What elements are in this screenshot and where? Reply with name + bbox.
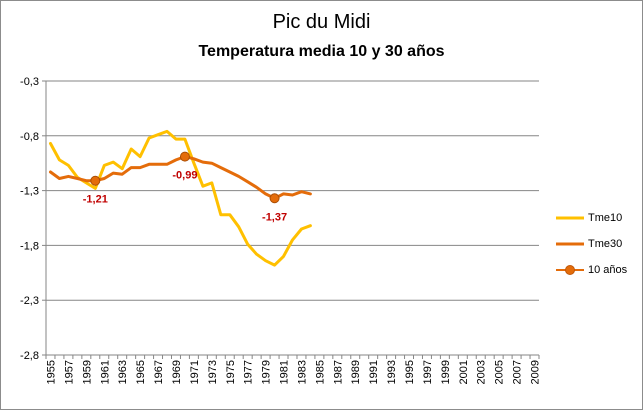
x-tick-label: 1991 — [368, 360, 380, 384]
y-tick-label: -0,8 — [20, 131, 39, 143]
x-tick-label: 1995 — [404, 360, 416, 384]
x-tick-label: 1977 — [243, 360, 255, 384]
chart-title: Pic du Midi — [272, 11, 371, 33]
x-tick-label: 2001 — [458, 360, 470, 384]
data-label-10-anos: -0,99 — [172, 170, 197, 182]
legend-label-tme30: Tme30 — [588, 238, 623, 250]
chart-subtitle: Temperatura media 10 y 30 años — [198, 43, 445, 60]
x-tick-label: 1979 — [261, 360, 273, 384]
y-tick-label: -2,8 — [20, 350, 39, 362]
x-tick-label: 1999 — [440, 360, 452, 384]
x-tick-label: 1983 — [296, 360, 308, 384]
x-tick-label: 2003 — [476, 360, 488, 384]
x-tick-label: 1963 — [117, 360, 129, 384]
y-tick-label: -1,8 — [20, 240, 39, 252]
marker-10-anos — [179, 151, 190, 162]
legend-swatch-tme10 — [556, 216, 584, 220]
x-tick-label: 1971 — [189, 360, 201, 384]
legend-item-tme30: Tme30 — [556, 231, 641, 257]
x-tick-label: 2007 — [512, 360, 524, 384]
y-tick-label: -0,3 — [20, 76, 39, 88]
x-tick-label: 1993 — [386, 360, 398, 384]
x-tick-label: 1957 — [63, 360, 75, 384]
data-label-10-anos: -1,37 — [262, 211, 287, 223]
x-tick-label: 1965 — [135, 360, 147, 384]
x-tick-label: 1959 — [81, 360, 93, 384]
x-tick-label: 1989 — [350, 360, 362, 384]
legend: Tme10 Tme30 10 años — [556, 205, 641, 283]
x-tick-label: 1987 — [332, 360, 344, 384]
legend-label-10-anos: 10 años — [588, 264, 628, 276]
legend-label-tme10: Tme10 — [588, 212, 623, 224]
marker-10-anos — [90, 175, 101, 186]
x-tick-label: 1975 — [225, 360, 237, 384]
data-label-10-anos: -1,21 — [83, 194, 108, 206]
legend-item-10-anos: 10 años — [556, 257, 641, 283]
legend-item-tme10: Tme10 — [556, 205, 641, 231]
x-tick-label: 1961 — [99, 360, 111, 384]
x-tick-label: 1985 — [314, 360, 326, 384]
x-tick-label: 1967 — [153, 360, 165, 384]
x-tick-label: 1997 — [422, 360, 434, 384]
x-tick-label: 1969 — [171, 360, 183, 384]
legend-swatch-10-anos — [556, 265, 584, 275]
x-tick-label: 1973 — [207, 360, 219, 384]
x-tick-label: 1955 — [45, 360, 57, 384]
y-tick-label: -2,3 — [20, 295, 39, 307]
y-tick-label: -1,3 — [20, 186, 39, 198]
x-tick-label: 1981 — [279, 360, 291, 384]
series-line-tme10 — [49, 129, 312, 267]
legend-swatch-tme30 — [556, 242, 584, 246]
x-tick-label: 2009 — [530, 360, 542, 384]
marker-10-anos — [269, 193, 280, 204]
x-tick-label: 2005 — [494, 360, 506, 384]
